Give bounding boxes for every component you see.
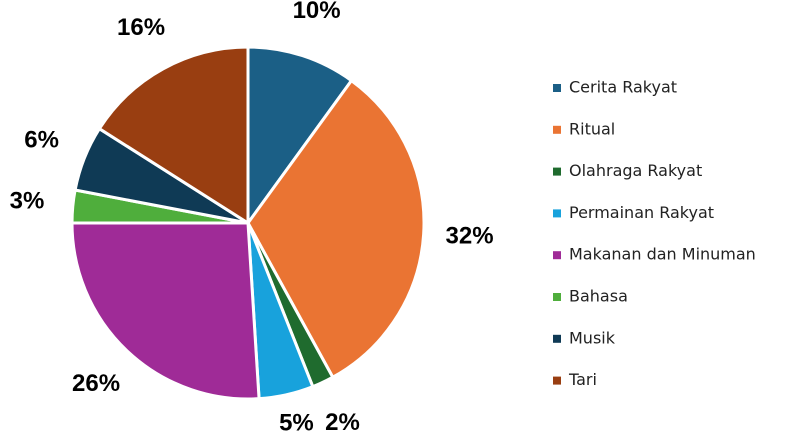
- legend-label: Musik: [569, 328, 616, 347]
- legend-label: Cerita Rakyat: [569, 78, 677, 97]
- legend-label: Makanan dan Minuman: [569, 245, 756, 264]
- legend-marker: [553, 293, 561, 301]
- legend-marker: [553, 125, 561, 134]
- legend-marker: [553, 167, 561, 176]
- legend-label: Ritual: [569, 119, 615, 138]
- legend-marker: [553, 84, 561, 92]
- data-label: 26%: [72, 370, 120, 397]
- pie-slice: [246, 45, 353, 225]
- data-label: 16%: [117, 14, 165, 41]
- data-label: 2%: [325, 409, 360, 436]
- legend-marker: [553, 334, 561, 343]
- data-label: 6%: [24, 127, 59, 154]
- data-label: 10%: [293, 0, 341, 24]
- data-label: 5%: [279, 409, 314, 436]
- data-label: 3%: [10, 187, 45, 214]
- legend-label: Permainan Rakyat: [569, 203, 714, 222]
- pie-slice: [246, 79, 426, 379]
- legend-marker: [553, 209, 561, 218]
- legend-label: Tari: [568, 370, 597, 389]
- legend-marker: [553, 251, 561, 260]
- legend-label: Olahraga Rakyat: [569, 161, 702, 180]
- legend-label: Bahasa: [569, 287, 628, 306]
- pie-slice: [97, 45, 250, 225]
- pie-slice: [70, 221, 261, 401]
- legend-marker: [553, 376, 561, 385]
- data-label: 32%: [446, 222, 494, 249]
